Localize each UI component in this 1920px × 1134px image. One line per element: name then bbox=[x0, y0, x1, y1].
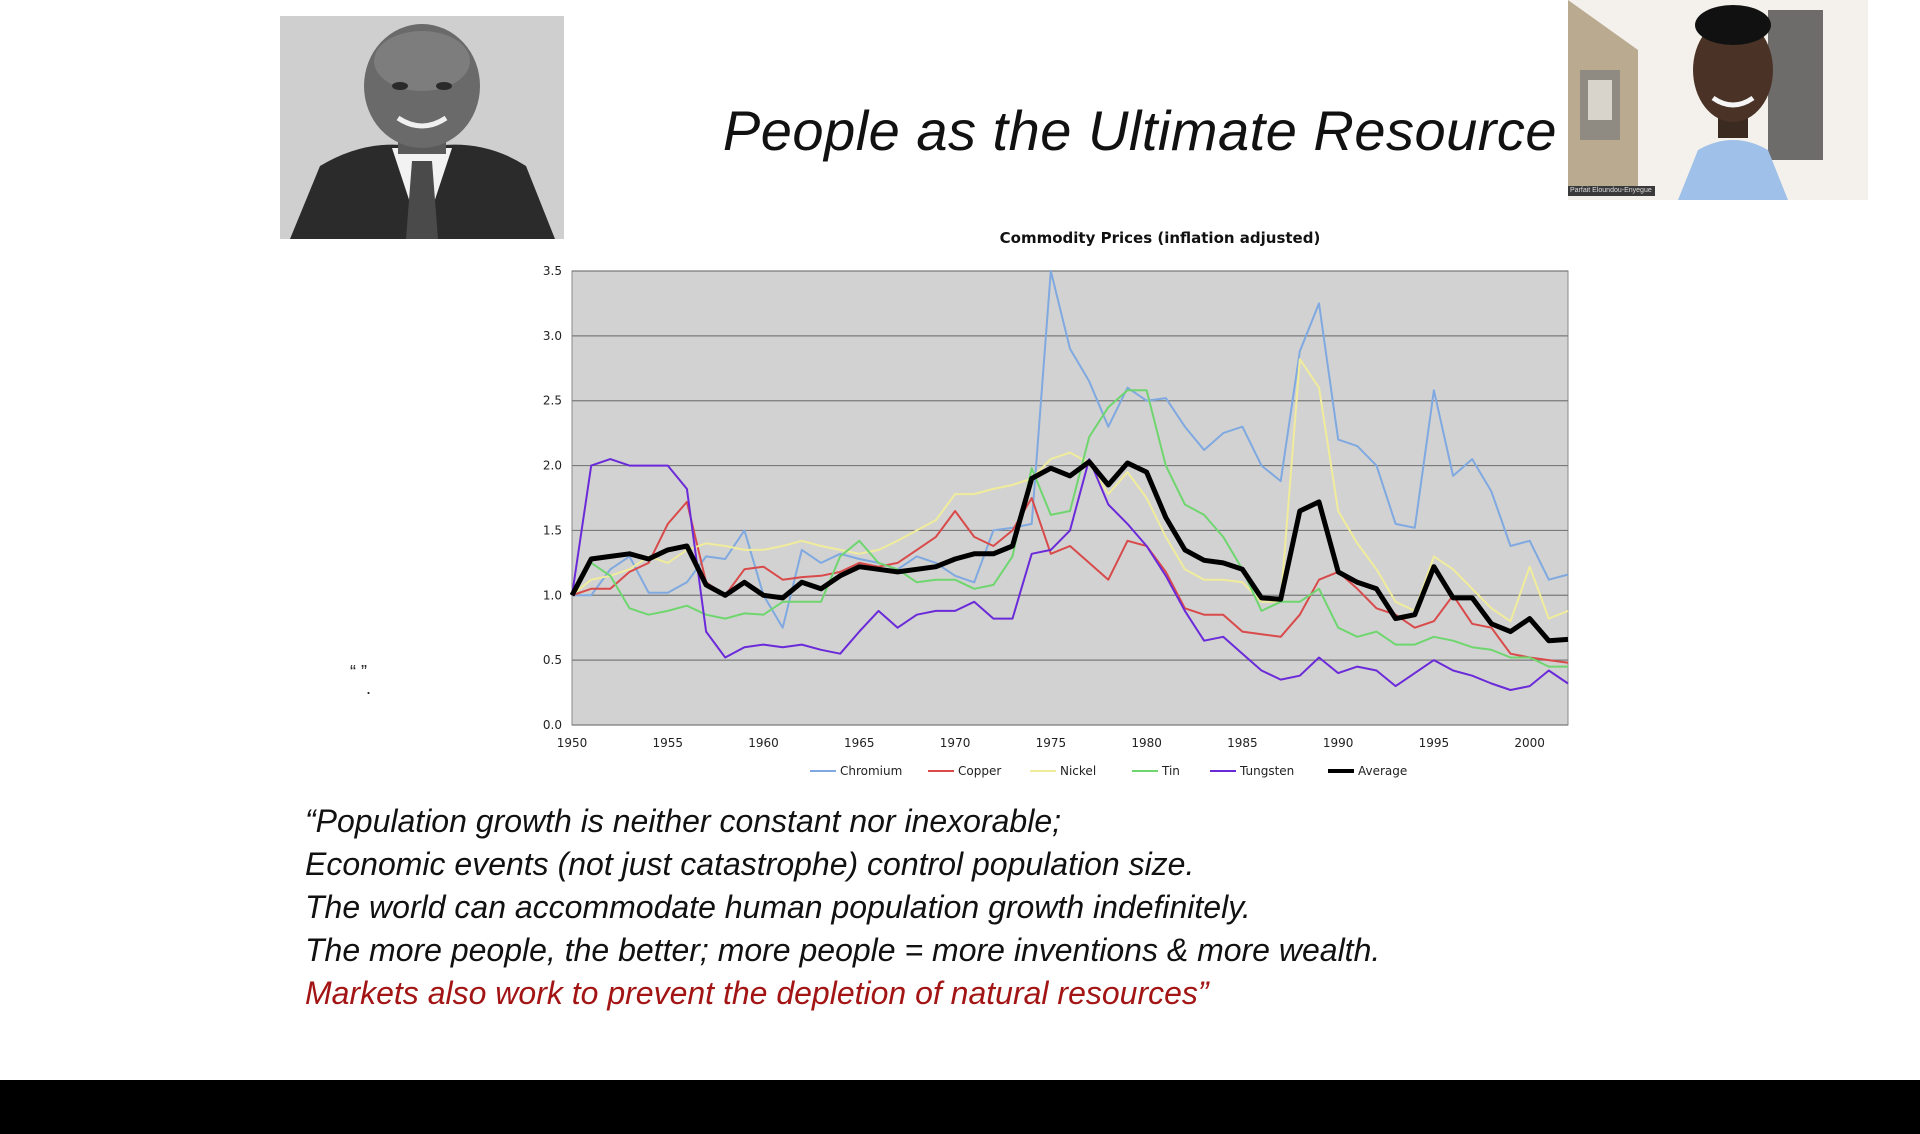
series-line-nickel bbox=[571, 358, 1569, 623]
legend-label-chromium: Chromium bbox=[840, 764, 902, 778]
portrait-photo bbox=[280, 16, 564, 239]
series-line-average bbox=[569, 459, 1569, 644]
y-tick-label: 2.0 bbox=[543, 459, 562, 473]
y-tick-label: 3.5 bbox=[543, 264, 562, 278]
y-tick-label: 2.5 bbox=[543, 394, 562, 408]
series-line-tungsten bbox=[571, 458, 1569, 691]
x-tick-label: 1970 bbox=[940, 736, 971, 750]
y-tick-label: 0.5 bbox=[543, 653, 562, 667]
quote-block: “Population growth is neither constant n… bbox=[305, 800, 1705, 1015]
quote-line-4: The more people, the better; more people… bbox=[305, 932, 1381, 968]
quote-line-1: “Population growth is neither constant n… bbox=[305, 803, 1061, 839]
legend-label-average: Average bbox=[1358, 764, 1407, 778]
legend-label-tin: Tin bbox=[1161, 764, 1180, 778]
y-tick-label: 1.5 bbox=[543, 523, 562, 537]
small-quote-marks: “ ” bbox=[350, 662, 367, 682]
x-tick-label: 1960 bbox=[748, 736, 779, 750]
x-tick-label: 1975 bbox=[1036, 736, 1067, 750]
small-dot: . bbox=[366, 678, 372, 698]
quote-line-2: Economic events (not just catastrophe) c… bbox=[305, 846, 1195, 882]
x-tick-label: 1965 bbox=[844, 736, 875, 750]
series-line-chromium bbox=[572, 270, 1569, 629]
x-tick-label: 1980 bbox=[1131, 736, 1162, 750]
quote-line-3: The world can accommodate human populati… bbox=[305, 889, 1251, 925]
x-tick-label: 1995 bbox=[1419, 736, 1450, 750]
chart-title: Commodity Prices (inflation adjusted) bbox=[999, 229, 1321, 247]
y-tick-label: 0.0 bbox=[543, 718, 562, 732]
quote-line-5: Markets also work to prevent the depleti… bbox=[305, 975, 1209, 1011]
x-tick-label: 1985 bbox=[1227, 736, 1258, 750]
participant-video[interactable] bbox=[1568, 0, 1868, 200]
bottom-black-bar bbox=[0, 1080, 1920, 1134]
participant-name-label: Parfait Eloundou-Enyegue bbox=[1568, 186, 1655, 196]
commodity-price-chart: 0.0 0.5 1.0 1.5 2.0 2.5 3.0 3.5 1950 1955 1960 1965… bbox=[543, 264, 1569, 778]
x-tick-label: 1990 bbox=[1323, 736, 1354, 750]
series-line-tin bbox=[571, 389, 1568, 668]
y-tick-label: 3.0 bbox=[543, 329, 562, 343]
x-tick-label: 2000 bbox=[1514, 736, 1545, 750]
legend-label-copper: Copper bbox=[958, 764, 1001, 778]
legend-label-tungsten: Tungsten bbox=[1239, 764, 1294, 778]
slide-title: People as the Ultimate Resource bbox=[722, 99, 1558, 162]
x-tick-label: 1950 bbox=[557, 736, 588, 750]
legend-label-nickel: Nickel bbox=[1060, 764, 1096, 778]
x-tick-label: 1955 bbox=[652, 736, 683, 750]
y-tick-label: 1.0 bbox=[543, 588, 562, 602]
